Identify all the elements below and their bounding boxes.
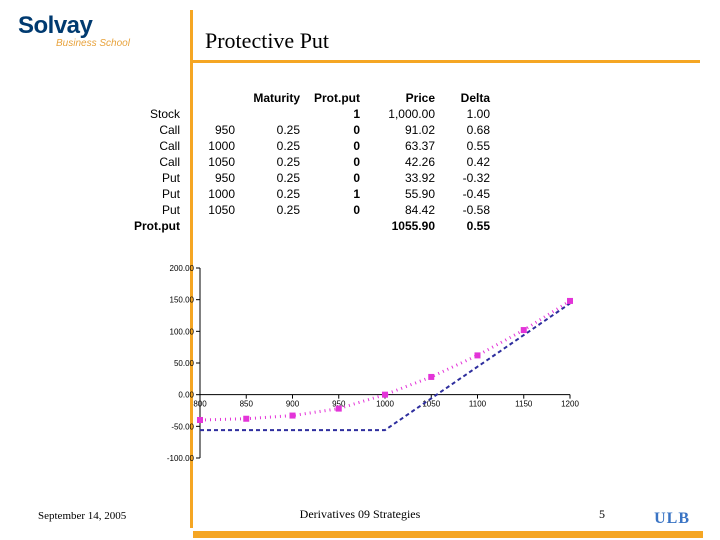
svg-text:1000: 1000 (376, 400, 394, 409)
cell: 0.25 (235, 154, 300, 170)
ulb-logo: ULB (654, 510, 690, 528)
svg-text:1150: 1150 (515, 400, 533, 409)
svg-text:1050: 1050 (422, 400, 440, 409)
cell: 0.68 (435, 122, 490, 138)
cell: 1.00 (435, 106, 490, 122)
horizontal-rule (190, 60, 700, 63)
cell: 0 (300, 202, 360, 218)
cell: Prot.put (120, 218, 180, 234)
cell: 91.02 (360, 122, 435, 138)
col-protput: Prot.put (300, 90, 360, 106)
cell: 0.25 (235, 202, 300, 218)
cell (235, 106, 300, 122)
cell: 1 (300, 186, 360, 202)
cell (300, 218, 360, 234)
cell: 42.26 (360, 154, 435, 170)
cell: 0.55 (435, 218, 490, 234)
cell: 0 (300, 154, 360, 170)
cell: 0 (300, 170, 360, 186)
table-row: Call9500.25091.020.68 (120, 122, 490, 138)
cell: Put (120, 186, 180, 202)
svg-text:900: 900 (286, 400, 300, 409)
cell (180, 218, 235, 234)
cell: Call (120, 154, 180, 170)
svg-text:0.00: 0.00 (178, 391, 194, 400)
cell: Put (120, 202, 180, 218)
cell: 950 (180, 170, 235, 186)
cell: -0.32 (435, 170, 490, 186)
cell: Call (120, 138, 180, 154)
cell: 1,000.00 (360, 106, 435, 122)
cell: Call (120, 122, 180, 138)
footer-page: 5 (599, 507, 605, 522)
cell: 1055.90 (360, 218, 435, 234)
svg-text:1200: 1200 (561, 400, 579, 409)
svg-text:150.00: 150.00 (170, 296, 195, 305)
col-blank (120, 90, 180, 106)
svg-text:-50.00: -50.00 (171, 422, 194, 431)
footer-center: Derivatives 09 Strategies (0, 507, 720, 522)
payoff-chart: -100.00 -50.00 0.00 50.00 100.00 150.00 200.00… (150, 260, 580, 480)
col-maturity: Maturity (235, 90, 300, 106)
svg-text:200.00: 200.00 (170, 264, 195, 273)
cell (180, 106, 235, 122)
cell: 84.42 (360, 202, 435, 218)
cell: 0 (300, 138, 360, 154)
svg-text:100.00: 100.00 (170, 327, 195, 336)
logo-sub: Business School (56, 38, 130, 49)
logo-main: Solvay (18, 12, 130, 40)
cell: 0 (300, 122, 360, 138)
cell: -0.58 (435, 202, 490, 218)
svg-text:-100.00: -100.00 (167, 454, 195, 463)
page-title: Protective Put (205, 28, 329, 54)
footer-bar (193, 531, 703, 538)
table-row: Prot.put 1055.900.55 (120, 218, 490, 234)
cell: 55.90 (360, 186, 435, 202)
cell: 0.25 (235, 186, 300, 202)
cell: Put (120, 170, 180, 186)
cell: 1000 (180, 138, 235, 154)
chart-svg: -100.00 -50.00 0.00 50.00 100.00 150.00 200.00… (150, 260, 580, 480)
cell: 63.37 (360, 138, 435, 154)
brand-logo: Solvay Business School (18, 12, 130, 49)
cell: 0.25 (235, 122, 300, 138)
cell (235, 218, 300, 234)
svg-text:800: 800 (193, 400, 207, 409)
table-row: Put9500.25033.92-0.32 (120, 170, 490, 186)
cell: 1050 (180, 202, 235, 218)
cell: 1 (300, 106, 360, 122)
table-header-row: Maturity Prot.put Price Delta (120, 90, 490, 106)
cell: -0.45 (435, 186, 490, 202)
cell: 0.42 (435, 154, 490, 170)
cell: 0.25 (235, 170, 300, 186)
options-table: Maturity Prot.put Price Delta Stock11,00… (120, 90, 490, 234)
cell: 0.55 (435, 138, 490, 154)
cell: 33.92 (360, 170, 435, 186)
table-row: Put10500.25084.42-0.58 (120, 202, 490, 218)
cell: 1000 (180, 186, 235, 202)
table-row: Call10000.25063.370.55 (120, 138, 490, 154)
cell: 0.25 (235, 138, 300, 154)
svg-text:50.00: 50.00 (174, 359, 195, 368)
table-row: Stock 11,000.001.00 (120, 106, 490, 122)
logo-text-1: Solvay (18, 12, 92, 39)
cell: 950 (180, 122, 235, 138)
svg-text:1100: 1100 (469, 400, 487, 409)
cell: Stock (120, 106, 180, 122)
svg-text:850: 850 (240, 400, 254, 409)
table-row: Put10000.25155.90-0.45 (120, 186, 490, 202)
col-strike (180, 90, 235, 106)
col-delta: Delta (435, 90, 490, 106)
col-price: Price (360, 90, 435, 106)
cell: 1050 (180, 154, 235, 170)
table-row: Call10500.25042.260.42 (120, 154, 490, 170)
